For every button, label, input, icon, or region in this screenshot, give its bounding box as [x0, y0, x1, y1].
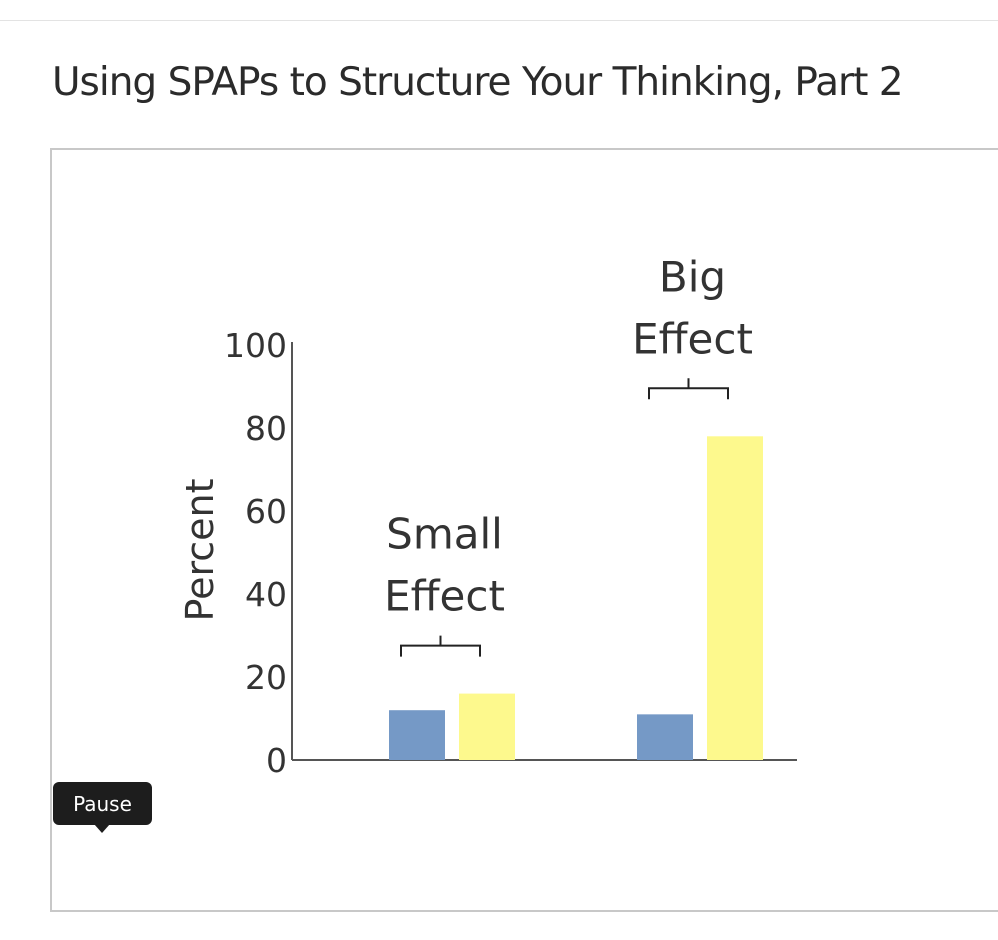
effect-bracket: [648, 378, 729, 400]
y-tick-label: 80: [245, 409, 287, 448]
y-axis-label: Percent: [178, 479, 222, 622]
bars: [389, 436, 763, 760]
y-tick-label: 0: [266, 741, 287, 780]
top-divider: [0, 20, 998, 21]
y-tick-labels: 0 20 40 60 80 100: [224, 326, 287, 780]
pause-button[interactable]: Pause: [53, 782, 152, 833]
effect-label: Effect: [384, 572, 505, 621]
effect-bracket: [400, 635, 481, 657]
effect-annotations: Small Effect Big Effect: [384, 252, 753, 657]
bar: [389, 710, 445, 760]
bar: [637, 714, 693, 760]
y-tick-label: 100: [224, 326, 287, 365]
effect-label: Big: [659, 252, 726, 301]
bar: [459, 693, 515, 760]
effect-label: Effect: [632, 314, 753, 363]
y-tick-label: 60: [245, 492, 287, 531]
bar: [707, 436, 763, 760]
page-title: Using SPAPs to Structure Your Thinking, …: [52, 60, 904, 105]
effect-label: Small: [386, 510, 503, 559]
video-player[interactable]: [50, 148, 998, 912]
y-tick-label: 40: [245, 575, 287, 614]
y-tick-label: 20: [245, 658, 287, 697]
